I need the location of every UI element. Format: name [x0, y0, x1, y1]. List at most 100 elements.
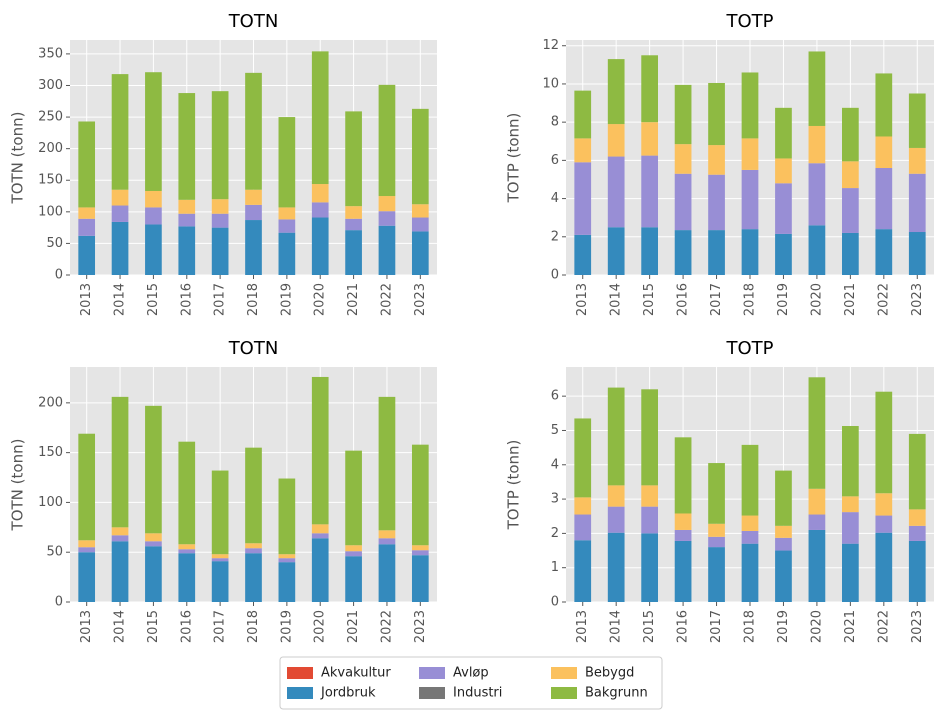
y-tick-label: 6: [551, 389, 559, 404]
x-tick-label: 2021: [843, 283, 858, 316]
x-tick-label: 2013: [575, 283, 590, 316]
legend-swatch: [287, 687, 313, 699]
bar-segment: Avløp: [641, 506, 658, 534]
bar-segment: Jordbruk: [875, 532, 893, 602]
bar-segment: Jordbruk: [741, 543, 759, 602]
bar-segment: Avløp: [741, 169, 759, 230]
bar-segment: Jordbruk: [641, 227, 658, 275]
bar-segment: Bebygd: [607, 124, 625, 157]
x-tick-label: 2021: [346, 610, 361, 643]
x-tick-label: 2021: [843, 610, 858, 643]
y-tick-label: 3: [551, 492, 559, 507]
bar-segment: Avløp: [278, 219, 296, 233]
bar-segment: Avløp: [775, 183, 792, 234]
x-tick-label: 2016: [179, 610, 194, 643]
bar-segment: Jordbruk: [908, 232, 926, 275]
bar-segment: Avløp: [775, 537, 792, 551]
bar-segment: Bakgrunn: [378, 84, 396, 197]
x-tick-label: 2013: [575, 610, 590, 643]
y-tick-label: 8: [551, 115, 559, 130]
y-tick-label: 6: [551, 153, 559, 168]
bar-segment: Bakgrunn: [574, 418, 592, 498]
bar-segment: Bakgrunn: [311, 51, 329, 185]
bar-segment: Jordbruk: [78, 552, 96, 602]
bar-segment: Bebygd: [607, 485, 625, 507]
bar-segment: Jordbruk: [775, 233, 792, 275]
bar-segment: Bebygd: [345, 545, 362, 552]
bar-segment: Bebygd: [574, 138, 592, 163]
x-tick-label: 2019: [776, 610, 791, 643]
bar-segment: Avløp: [78, 547, 96, 553]
bar-segment: Avløp: [178, 213, 196, 227]
x-tick-label: 2015: [642, 283, 657, 316]
bar-segment: Bebygd: [211, 199, 229, 214]
bar-segment: Bebygd: [574, 497, 592, 515]
x-tick-label: 2018: [743, 610, 758, 643]
x-tick-label: 2016: [676, 610, 691, 643]
bar-segment: Jordbruk: [345, 230, 362, 275]
bar-segment: Jordbruk: [178, 226, 196, 275]
bar-segment: Avløp: [378, 211, 396, 226]
bar-segment: Bebygd: [674, 513, 692, 530]
bar-segment: Bakgrunn: [111, 74, 129, 190]
y-tick-label: 0: [551, 268, 559, 283]
bar-segment: Bebygd: [775, 158, 792, 184]
x-tick-label: 2023: [910, 283, 925, 316]
bar-segment: Avløp: [674, 173, 692, 231]
bar-segment: Avløp: [111, 205, 129, 222]
bar-segment: Bakgrunn: [674, 84, 692, 145]
bar-segment: Jordbruk: [211, 561, 229, 602]
y-tick-label: 150: [38, 445, 63, 460]
y-axis-label: TOTP (tonn): [505, 440, 523, 531]
bar-segment: Jordbruk: [345, 556, 362, 602]
x-tick-label: 2014: [609, 283, 624, 316]
bar-segment: Jordbruk: [411, 555, 429, 602]
bar-segment: Bakgrunn: [245, 447, 262, 544]
y-tick-label: 250: [38, 110, 63, 125]
bar-segment: Jordbruk: [245, 220, 262, 275]
legend-label: Akvakultur: [321, 666, 391, 681]
bar-segment: Avløp: [145, 541, 162, 547]
bar-segment: Bakgrunn: [178, 441, 196, 545]
bar-segment: Jordbruk: [278, 232, 296, 275]
bar-segment: Avløp: [311, 533, 329, 539]
bar-segment: Bebygd: [411, 545, 429, 551]
bar-segment: Avløp: [741, 530, 759, 544]
bar-segment: Bebygd: [245, 189, 262, 205]
y-tick-label: 300: [38, 78, 63, 93]
x-tick-label: 2017: [709, 610, 724, 643]
bar-segment: Bebygd: [78, 540, 96, 548]
bar-segment: Bebygd: [111, 189, 129, 206]
bar-segment: Avløp: [411, 217, 429, 232]
bar-segment: Bebygd: [245, 543, 262, 549]
y-axis-label: TOTN (tonn): [9, 439, 27, 532]
chart-title: TOTP: [725, 338, 773, 359]
bar-segment: Bakgrunn: [708, 463, 725, 524]
y-tick-label: 2: [551, 229, 559, 244]
legend-swatch: [419, 667, 445, 679]
bar-segment: Bebygd: [775, 525, 792, 538]
bar-segment: Bakgrunn: [378, 396, 396, 531]
x-tick-label: 2017: [213, 610, 228, 643]
bar-segment: Avløp: [145, 207, 162, 225]
bar-segment: Bebygd: [145, 190, 162, 208]
x-tick-label: 2020: [313, 610, 328, 643]
bar-segment: Bakgrunn: [674, 437, 692, 514]
bar-segment: Bakgrunn: [211, 470, 229, 555]
bar-segment: Jordbruk: [311, 538, 329, 602]
x-tick-label: 2019: [279, 610, 294, 643]
bar-segment: Avløp: [808, 163, 826, 226]
bar-segment: Bakgrunn: [641, 55, 658, 123]
x-tick-label: 2017: [709, 283, 724, 316]
bar-segment: Bebygd: [708, 145, 725, 175]
bar-segment: Jordbruk: [145, 224, 162, 275]
y-tick-label: 200: [38, 141, 63, 156]
bar-segment: Jordbruk: [574, 540, 592, 602]
bar-segment: Jordbruk: [708, 230, 725, 275]
chart-title: TOTN: [228, 11, 279, 32]
bar-segment: Bakgrunn: [775, 107, 792, 159]
bar-segment: Bakgrunn: [775, 470, 792, 526]
bar-segment: Bakgrunn: [808, 377, 826, 489]
bar-segment: Bebygd: [411, 204, 429, 218]
